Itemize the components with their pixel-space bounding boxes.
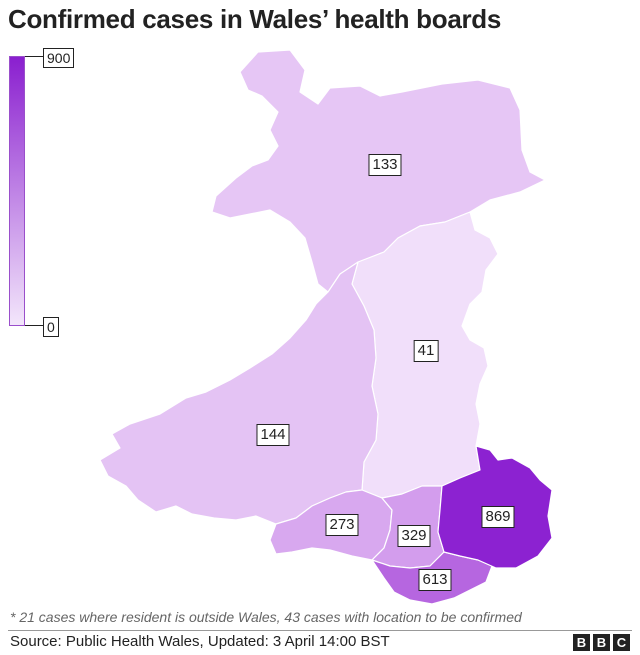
region-label-cwm-taf: 329 [397, 525, 431, 547]
bbc-logo-letter: B [593, 634, 610, 651]
legend-min-label: 0 [43, 317, 59, 337]
bbc-logo-letter: B [573, 634, 590, 651]
region-label-west: 144 [256, 424, 290, 446]
region-label-north: 133 [368, 154, 402, 176]
source-line: Source: Public Health Wales, Updated: 3 … [10, 633, 390, 650]
color-legend-bar [9, 56, 25, 326]
region-label-swansea: 273 [325, 514, 359, 536]
legend-tick-max [25, 56, 43, 57]
legend-max-label: 900 [43, 48, 75, 68]
region-west [99, 261, 379, 525]
bbc-logo-letter: C [613, 634, 630, 651]
region-label-powys: 41 [413, 340, 439, 362]
footnote: * 21 cases where resident is outside Wal… [10, 609, 522, 625]
bbc-logo: B B C [573, 634, 630, 651]
legend-tick-min [25, 325, 43, 326]
region-label-cardiff: 613 [418, 569, 452, 591]
chart-title: Confirmed cases in Wales’ health boards [8, 4, 502, 34]
region-label-gwent: 869 [481, 506, 515, 528]
footer-divider [8, 630, 632, 631]
